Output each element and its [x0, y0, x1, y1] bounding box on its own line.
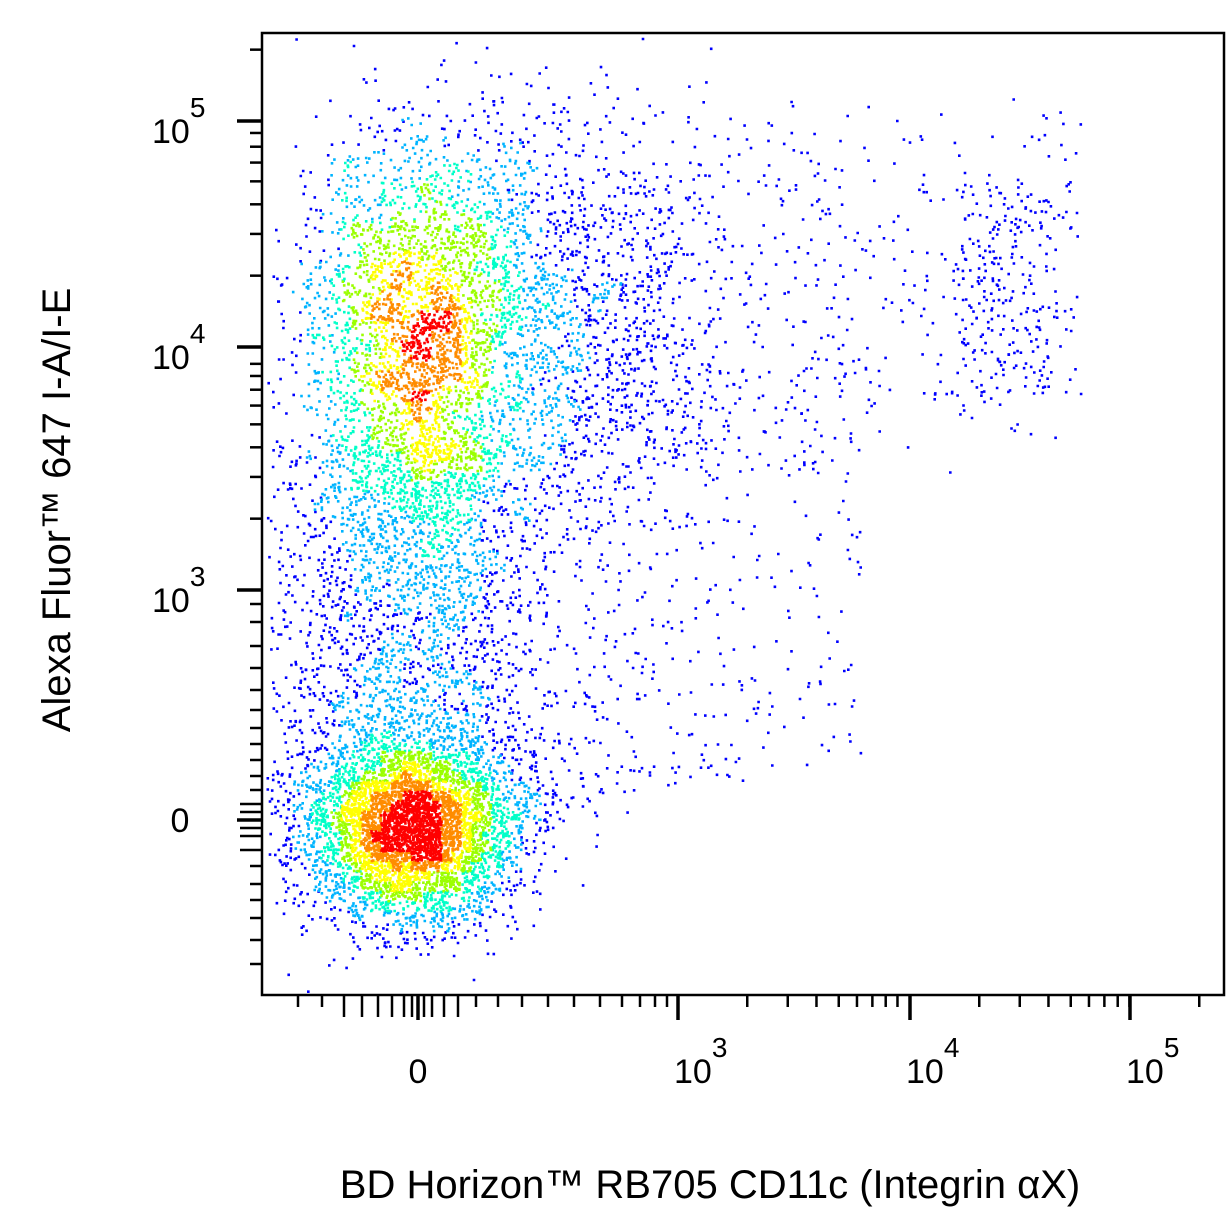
y-tick-label: 104	[152, 318, 205, 377]
x-tick-label: 103	[674, 1032, 727, 1091]
event-dots-density-2	[310, 160, 551, 913]
event-dots-density-4	[340, 250, 483, 893]
event-dots	[266, 37, 1083, 993]
y-tick-label: 103	[152, 561, 205, 620]
x-axis-ticks: 0 103 104 105	[296, 995, 1201, 1091]
x-axis-title: BD Horizon™ RB705 CD11c (Integrin αX)	[340, 1163, 1080, 1207]
plot-frame	[260, 31, 1226, 997]
y-tick-label: 105	[152, 92, 205, 151]
x-tick-label: 104	[906, 1032, 959, 1091]
y-tick-label: 0	[171, 802, 190, 840]
y-axis-ticks: 0 103 104 105	[152, 48, 262, 966]
event-dots-density-3	[330, 183, 502, 903]
x-tick-label: 105	[1126, 1032, 1179, 1091]
y-axis-title: Alexa Fluor™ 647 I-A/I-E	[35, 288, 79, 733]
x-tick-label: 0	[409, 1053, 428, 1091]
event-dots-density-5	[360, 260, 463, 873]
